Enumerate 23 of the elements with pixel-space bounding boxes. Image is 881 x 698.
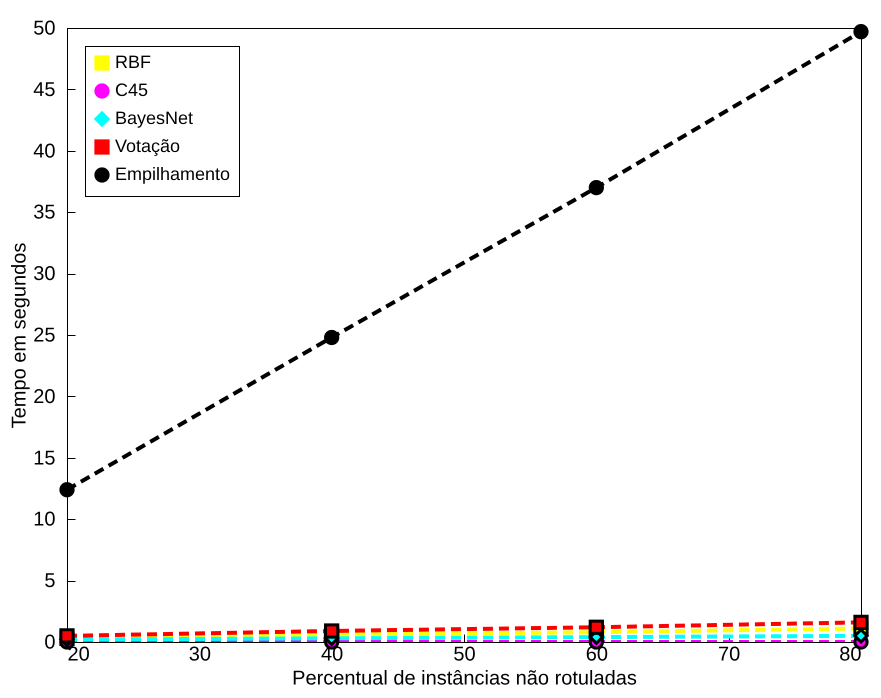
y-tick-label: 35 — [33, 202, 56, 224]
x-axis-title: Percentual de instâncias não rotuladas — [292, 668, 637, 690]
y-tick-label: 45 — [33, 78, 56, 101]
y-tick-label: 5 — [44, 570, 56, 592]
x-tick-label: 20 — [68, 644, 90, 666]
y-tick-label: 20 — [33, 386, 56, 408]
y-tick-label: 50 — [33, 18, 56, 40]
y-tick-label: 30 — [33, 263, 56, 286]
x-tick-label: 50 — [453, 644, 476, 666]
y-axis-title: Tempo em segundos — [8, 242, 30, 428]
legend-label: BayesNet — [115, 108, 194, 128]
legend-label: C45 — [115, 80, 148, 100]
y-tick-label: 40 — [33, 140, 56, 162]
x-tick-label: 70 — [718, 644, 740, 666]
legend-label: Empilhamento — [115, 164, 230, 184]
y-tick-label: 15 — [33, 447, 56, 470]
legend-label: RBF — [115, 52, 152, 72]
y-tick-label: 0 — [44, 632, 56, 654]
y-tick-label: 25 — [33, 324, 56, 346]
x-tick-label: 80 — [839, 644, 862, 666]
x-tick-label: 30 — [188, 644, 211, 666]
y-tick-label: 10 — [33, 508, 56, 531]
legend-label: Votação — [115, 136, 180, 156]
